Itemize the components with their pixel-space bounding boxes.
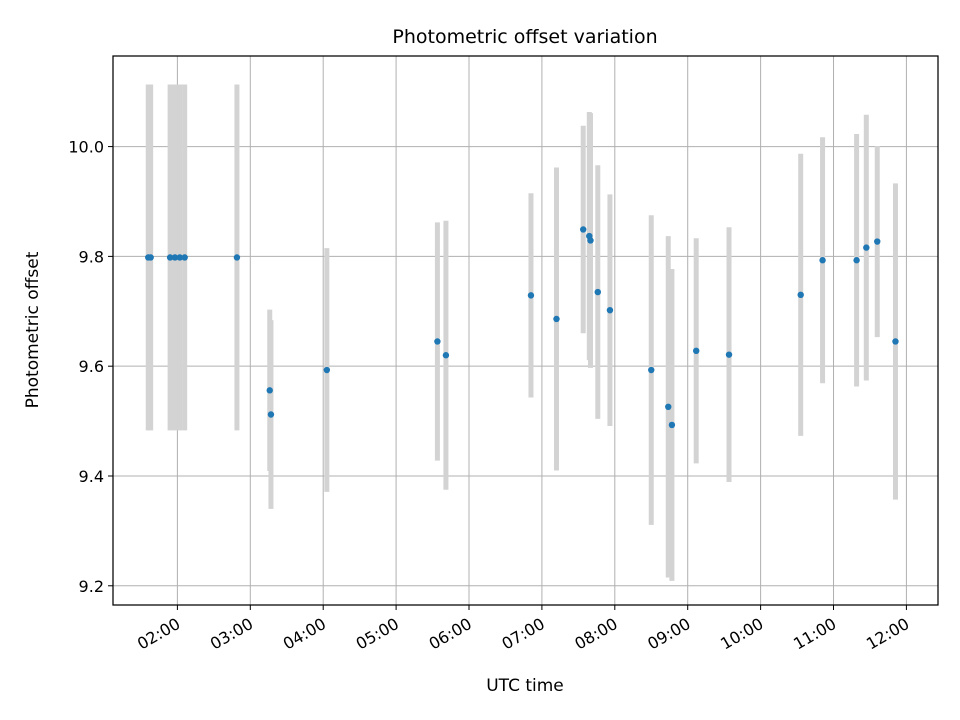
- y-axis-label: Photometric offset: [23, 251, 43, 408]
- x-tick-label: 04:00: [280, 614, 329, 654]
- chart-title: Photometric offset variation: [392, 26, 657, 48]
- data-point: [587, 237, 594, 244]
- y-tick-label: 9.2: [79, 577, 104, 596]
- y-tick-label: 9.8: [79, 247, 104, 266]
- data-point: [323, 366, 331, 374]
- data-point: [797, 291, 804, 299]
- data-point: [176, 254, 184, 261]
- data-point: [853, 257, 860, 264]
- data-point: [693, 347, 700, 355]
- data-point: [668, 421, 676, 429]
- x-tick-label: 02:00: [134, 614, 183, 654]
- data-point: [819, 257, 826, 264]
- x-tick-label: 10:00: [717, 614, 766, 654]
- data-point: [267, 411, 275, 418]
- data-point: [863, 244, 870, 251]
- x-tick-label: 07:00: [498, 614, 547, 654]
- x-tick-label: 05:00: [353, 614, 402, 654]
- data-point: [874, 238, 881, 245]
- data-point: [233, 254, 241, 261]
- data-point: [434, 338, 441, 345]
- data-points: [145, 226, 899, 429]
- data-point: [553, 315, 560, 323]
- data-point: [580, 226, 587, 233]
- data-point: [442, 352, 450, 359]
- data-point: [594, 288, 601, 296]
- data-point: [171, 254, 179, 261]
- x-tick-label: 09:00: [644, 614, 693, 654]
- y-tick-label: 9.6: [79, 357, 104, 376]
- data-point: [266, 387, 273, 394]
- y-tick-label: 10.0: [68, 138, 104, 157]
- data-point: [725, 351, 733, 358]
- data-point: [892, 338, 899, 345]
- error-bars: [145, 84, 898, 581]
- x-tick-label: 03:00: [207, 614, 256, 654]
- data-point: [527, 292, 535, 299]
- data-point: [648, 366, 655, 374]
- x-axis-label: UTC time: [486, 676, 564, 696]
- plot-frame: [112, 55, 939, 606]
- x-axis-ticks: 02:00 03:00 04:00 05:00 06:00 07:00 08:00 09:00…: [134, 605, 912, 654]
- data-point: [181, 254, 188, 261]
- y-tick-label: 9.4: [79, 467, 104, 486]
- x-tick-label: 12:00: [863, 614, 912, 654]
- data-point: [665, 403, 672, 411]
- data-point: [606, 306, 614, 314]
- data-point: [147, 254, 154, 261]
- y-axis-ticks: 9.2 9.4 9.6 9.8 10.0: [68, 138, 113, 596]
- x-tick-label: 08:00: [571, 614, 620, 654]
- x-tick-label: 11:00: [790, 614, 839, 654]
- x-tick-label: 06:00: [426, 614, 475, 654]
- data-point: [166, 254, 174, 261]
